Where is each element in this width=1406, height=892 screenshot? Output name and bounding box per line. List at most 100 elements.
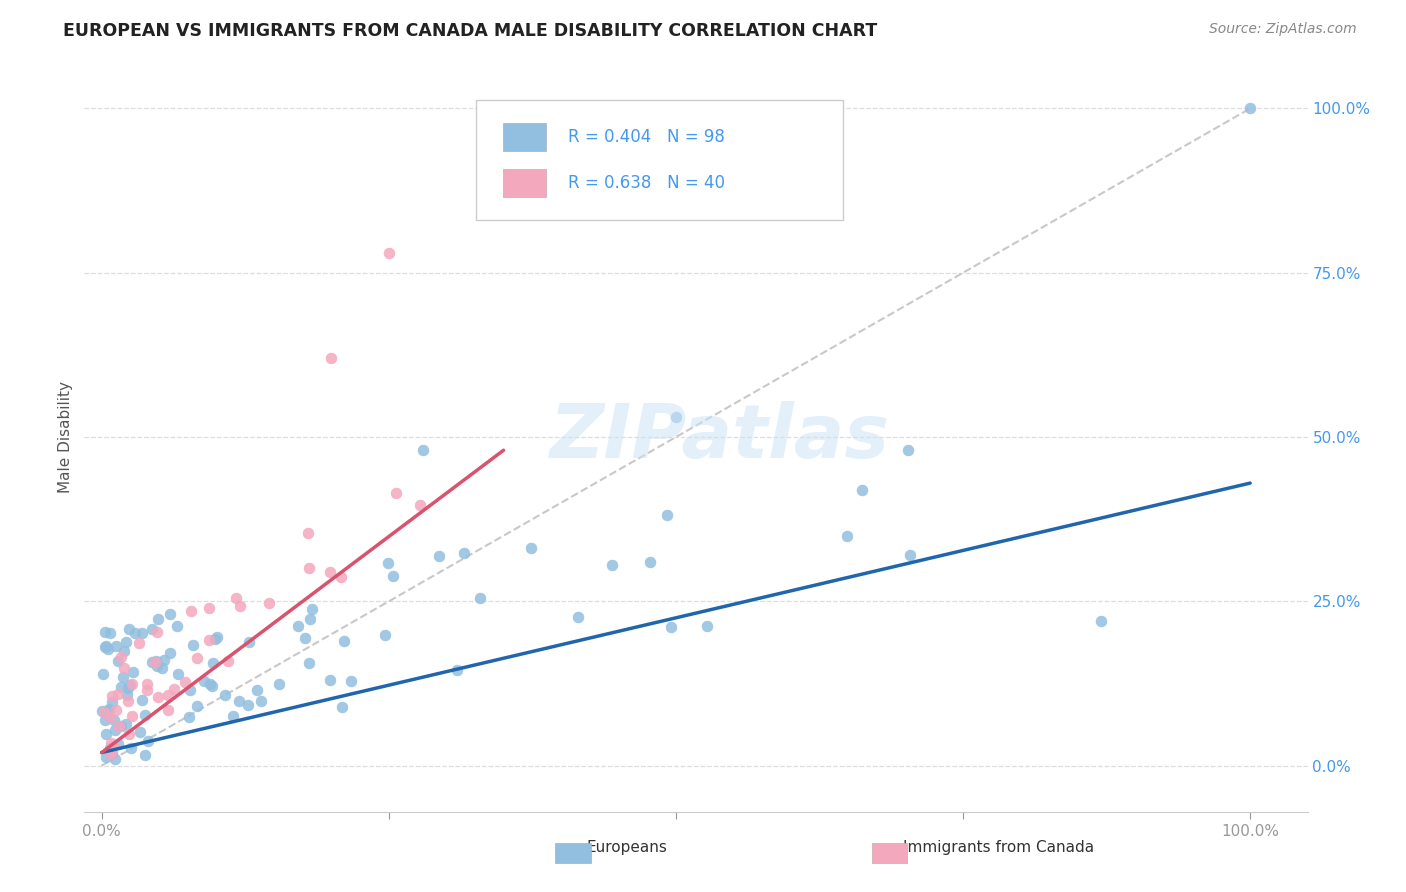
Text: Europeans: Europeans — [586, 840, 668, 855]
Point — [128, 725, 150, 739]
Point — [156, 702, 179, 716]
Point — [174, 674, 197, 689]
Point — [236, 698, 259, 712]
Point — [100, 747, 122, 762]
Point — [427, 549, 450, 564]
Point — [267, 677, 290, 691]
Point — [159, 607, 181, 621]
Point — [93, 705, 115, 719]
Text: Source: ZipAtlas.com: Source: ZipAtlas.com — [1209, 22, 1357, 37]
Point — [107, 654, 129, 668]
Point — [94, 640, 117, 654]
Point — [120, 678, 142, 692]
Point — [100, 746, 122, 760]
Point — [143, 655, 166, 669]
Point — [135, 683, 157, 698]
Point — [377, 556, 399, 570]
Text: Immigrants from Canada: Immigrants from Canada — [903, 840, 1094, 855]
Point — [197, 601, 219, 615]
Point — [122, 665, 145, 680]
Point — [567, 609, 589, 624]
Point — [238, 635, 260, 649]
Point — [657, 508, 679, 522]
Point — [131, 693, 153, 707]
Text: R = 0.404   N = 98: R = 0.404 N = 98 — [568, 128, 724, 145]
FancyBboxPatch shape — [475, 100, 842, 219]
Text: EUROPEAN VS IMMIGRANTS FROM CANADA MALE DISABILITY CORRELATION CHART: EUROPEAN VS IMMIGRANTS FROM CANADA MALE … — [63, 22, 877, 40]
Point — [228, 693, 250, 707]
Point — [385, 486, 408, 500]
Point — [382, 568, 405, 582]
Point — [900, 548, 922, 562]
Point — [110, 650, 132, 665]
Point — [835, 528, 858, 542]
Point — [330, 570, 353, 584]
Point — [103, 713, 125, 727]
Point — [146, 624, 169, 639]
Point — [128, 636, 150, 650]
Point — [299, 612, 322, 626]
Point — [851, 483, 873, 498]
Point — [112, 643, 135, 657]
Point — [186, 699, 208, 714]
Point — [298, 561, 321, 575]
Point — [446, 663, 468, 677]
Point — [246, 683, 269, 698]
Point — [104, 639, 127, 653]
Point — [897, 443, 920, 458]
Point — [214, 688, 236, 702]
Point — [117, 694, 139, 708]
Point — [146, 690, 169, 705]
Point — [136, 733, 159, 747]
Point — [468, 591, 491, 605]
Point — [250, 694, 273, 708]
Point — [104, 751, 127, 765]
Point — [180, 604, 202, 618]
Point — [141, 656, 163, 670]
Point — [150, 661, 173, 675]
Point — [204, 632, 226, 646]
Point — [163, 681, 186, 696]
Point — [96, 749, 118, 764]
Point — [225, 591, 247, 606]
Point — [409, 498, 432, 512]
Point — [94, 639, 117, 653]
Point — [131, 626, 153, 640]
Point — [141, 623, 163, 637]
Point — [104, 703, 127, 717]
Point — [412, 443, 434, 458]
Point — [91, 705, 114, 719]
Point — [201, 657, 224, 671]
Point — [94, 727, 117, 741]
Point — [1239, 102, 1261, 116]
Point — [110, 680, 132, 694]
Point — [112, 661, 135, 675]
Point — [121, 677, 143, 691]
Point — [294, 632, 316, 646]
Point — [330, 700, 353, 714]
Point — [177, 710, 200, 724]
Point — [153, 652, 176, 666]
Point — [321, 351, 343, 366]
Point — [186, 650, 208, 665]
Point — [101, 695, 124, 709]
Point — [94, 713, 117, 727]
Y-axis label: Male Disability: Male Disability — [58, 381, 73, 493]
Point — [145, 654, 167, 668]
Point — [97, 704, 120, 718]
Point — [107, 719, 129, 733]
Point — [229, 599, 252, 613]
Point — [100, 736, 122, 750]
Point — [201, 679, 224, 693]
Point — [287, 618, 309, 632]
Point — [205, 630, 228, 644]
Point — [121, 708, 143, 723]
Point — [114, 634, 136, 648]
Point — [166, 667, 188, 681]
Point — [103, 739, 125, 753]
Point — [217, 654, 239, 668]
Point — [120, 740, 142, 755]
Point — [112, 670, 135, 684]
Point — [340, 674, 363, 689]
Point — [200, 677, 222, 691]
